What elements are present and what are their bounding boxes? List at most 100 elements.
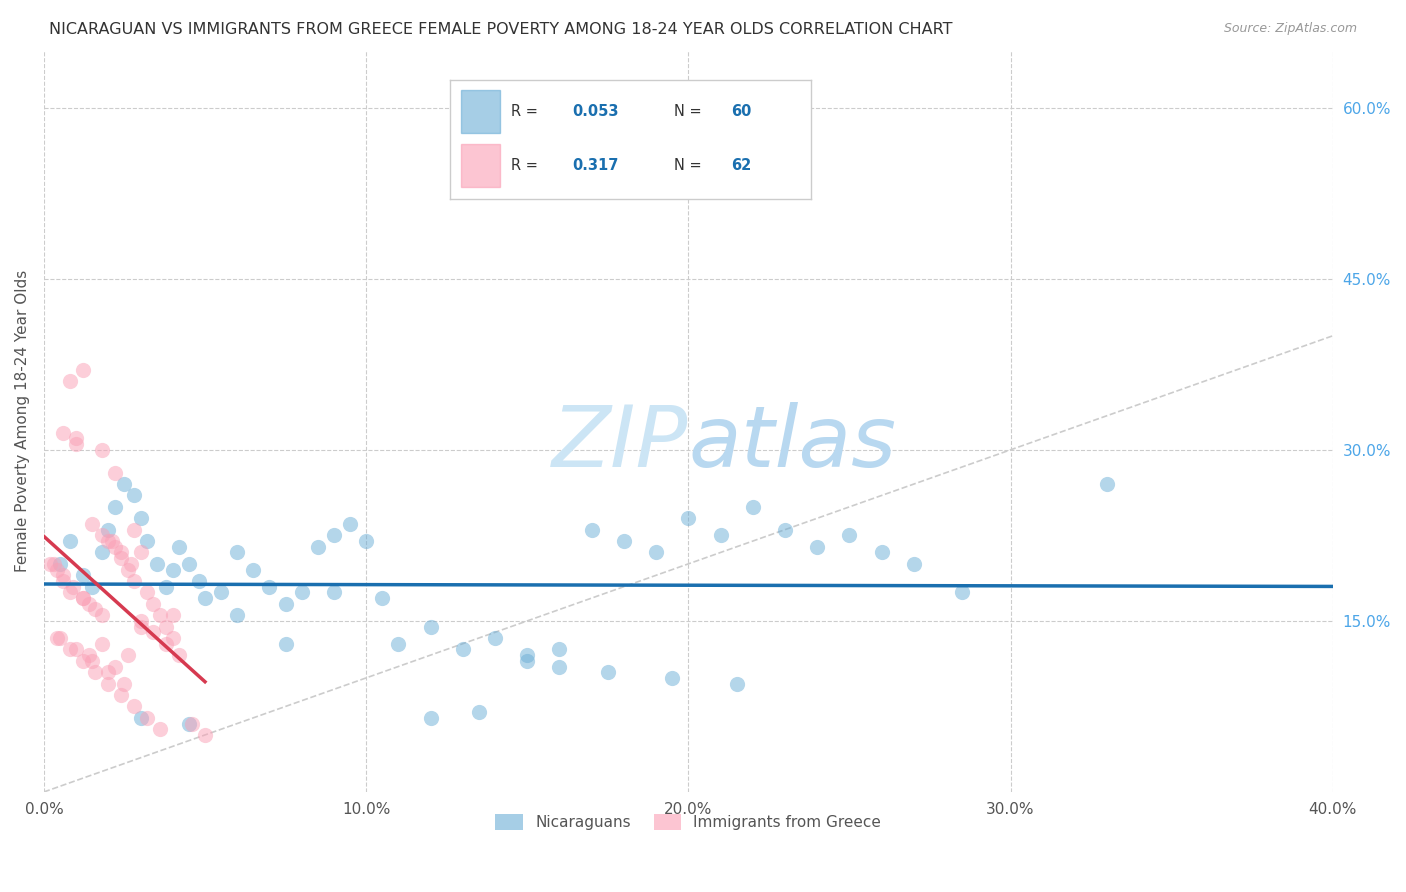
- Point: [117, 648, 139, 662]
- Point: [613, 534, 636, 549]
- Point: [194, 591, 217, 606]
- Point: [548, 659, 571, 673]
- Point: [145, 557, 167, 571]
- Point: [59, 585, 82, 599]
- Point: [110, 551, 132, 566]
- Point: [181, 716, 204, 731]
- Point: [90, 545, 112, 559]
- Text: atlas: atlas: [689, 402, 897, 485]
- Point: [72, 591, 94, 606]
- Point: [77, 648, 100, 662]
- Point: [142, 625, 165, 640]
- Point: [1095, 477, 1118, 491]
- Point: [194, 728, 217, 742]
- Point: [104, 540, 127, 554]
- Point: [90, 637, 112, 651]
- Point: [226, 608, 249, 623]
- Point: [52, 574, 75, 588]
- Point: [42, 557, 65, 571]
- Y-axis label: Female Poverty Among 18-24 Year Olds: Female Poverty Among 18-24 Year Olds: [15, 270, 30, 573]
- Point: [129, 545, 152, 559]
- Point: [97, 665, 120, 680]
- Point: [104, 659, 127, 673]
- Point: [725, 676, 748, 690]
- Point: [419, 619, 441, 633]
- Point: [77, 597, 100, 611]
- Point: [177, 716, 200, 731]
- Point: [104, 500, 127, 514]
- Point: [274, 597, 297, 611]
- Point: [120, 557, 142, 571]
- Text: NICARAGUAN VS IMMIGRANTS FROM GREECE FEMALE POVERTY AMONG 18-24 YEAR OLDS CORREL: NICARAGUAN VS IMMIGRANTS FROM GREECE FEM…: [49, 22, 953, 37]
- Point: [100, 534, 122, 549]
- Point: [65, 437, 87, 451]
- Point: [741, 500, 763, 514]
- Point: [59, 534, 82, 549]
- Point: [82, 654, 104, 668]
- Point: [72, 363, 94, 377]
- Point: [97, 523, 120, 537]
- Point: [709, 528, 731, 542]
- Point: [451, 642, 474, 657]
- Point: [678, 511, 700, 525]
- Point: [162, 608, 184, 623]
- Point: [322, 528, 344, 542]
- Point: [419, 711, 441, 725]
- Point: [97, 534, 120, 549]
- Point: [149, 723, 172, 737]
- Point: [322, 585, 344, 599]
- Text: Source: ZipAtlas.com: Source: ZipAtlas.com: [1223, 22, 1357, 36]
- Point: [72, 568, 94, 582]
- Point: [84, 602, 107, 616]
- Point: [72, 654, 94, 668]
- Point: [371, 591, 394, 606]
- Point: [838, 528, 860, 542]
- Point: [950, 585, 973, 599]
- Point: [354, 534, 377, 549]
- Point: [122, 523, 145, 537]
- Point: [307, 540, 329, 554]
- Point: [39, 557, 62, 571]
- Point: [129, 614, 152, 628]
- Text: ZIP: ZIP: [553, 402, 689, 485]
- Point: [155, 637, 177, 651]
- Point: [162, 563, 184, 577]
- Point: [65, 432, 87, 446]
- Point: [274, 637, 297, 651]
- Point: [548, 642, 571, 657]
- Point: [661, 671, 683, 685]
- Point: [187, 574, 209, 588]
- Point: [49, 557, 72, 571]
- Point: [167, 540, 190, 554]
- Point: [581, 523, 603, 537]
- Point: [110, 545, 132, 559]
- Point: [59, 375, 82, 389]
- Point: [59, 642, 82, 657]
- Point: [155, 580, 177, 594]
- Point: [387, 637, 409, 651]
- Point: [65, 642, 87, 657]
- Point: [52, 425, 75, 440]
- Point: [110, 688, 132, 702]
- Point: [155, 619, 177, 633]
- Point: [129, 619, 152, 633]
- Point: [226, 545, 249, 559]
- Point: [516, 648, 538, 662]
- Point: [72, 591, 94, 606]
- Point: [90, 528, 112, 542]
- Point: [136, 534, 159, 549]
- Point: [339, 516, 361, 531]
- Point: [114, 477, 136, 491]
- Point: [90, 608, 112, 623]
- Point: [209, 585, 232, 599]
- Point: [645, 545, 668, 559]
- Point: [90, 442, 112, 457]
- Point: [596, 665, 619, 680]
- Point: [122, 574, 145, 588]
- Point: [117, 563, 139, 577]
- Point: [84, 665, 107, 680]
- Point: [484, 631, 506, 645]
- Point: [806, 540, 828, 554]
- Point: [82, 516, 104, 531]
- Point: [97, 676, 120, 690]
